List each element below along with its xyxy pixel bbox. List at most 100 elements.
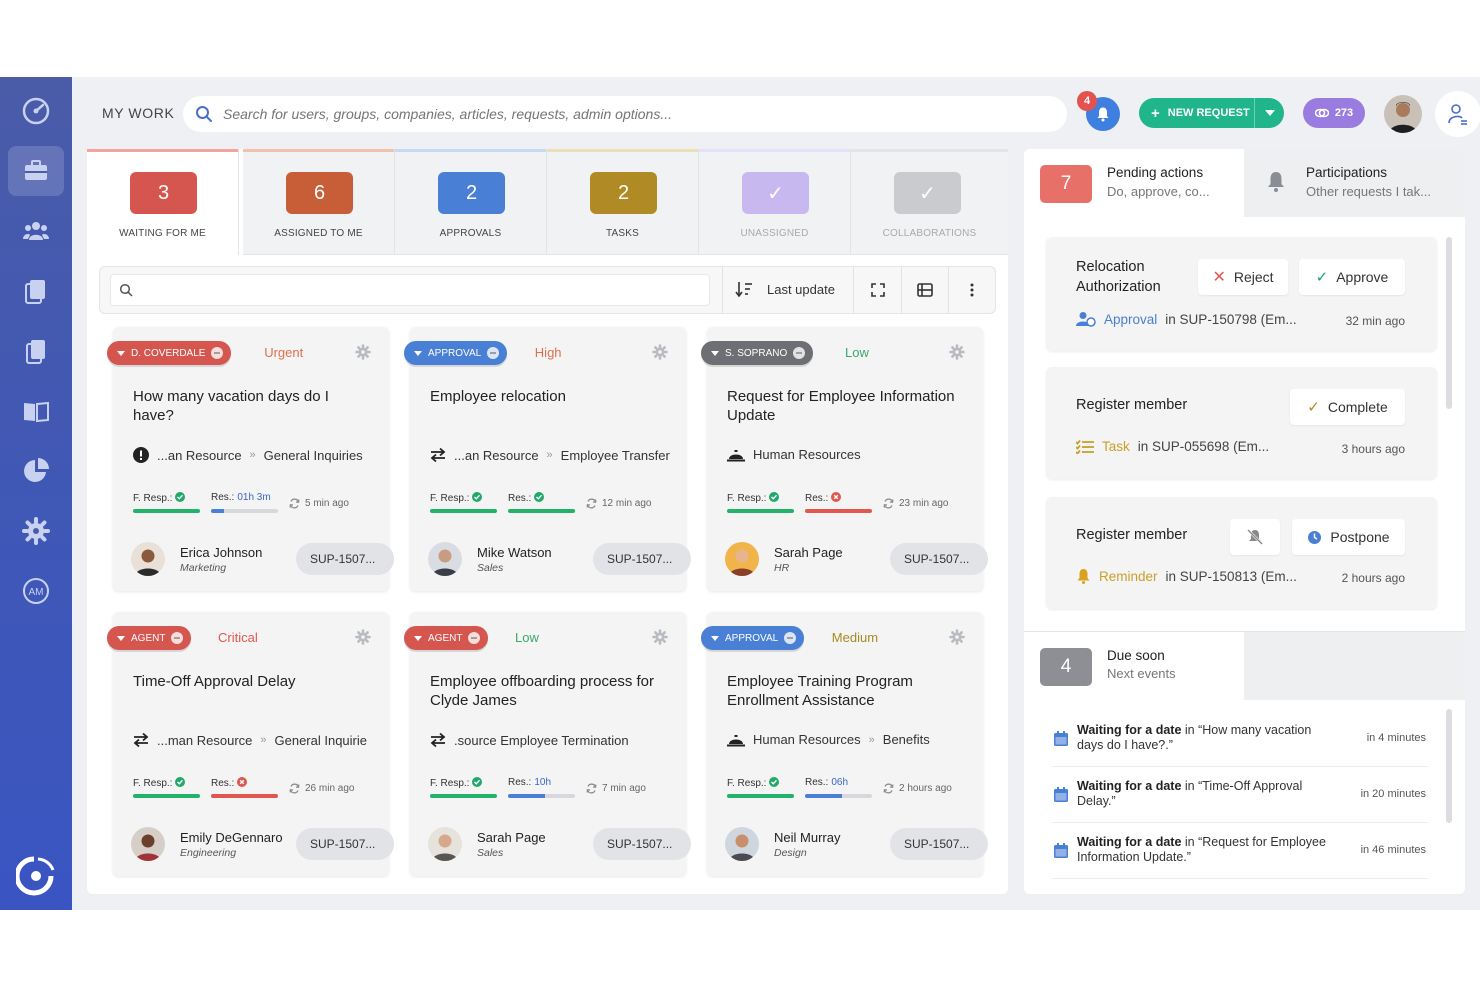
user-profile-button[interactable]: [1435, 91, 1480, 137]
postpone-button[interactable]: Postpone: [1292, 519, 1405, 555]
requester-avatar[interactable]: [428, 542, 462, 576]
approve-button[interactable]: ✓ Approve: [1299, 259, 1405, 295]
notifications-button[interactable]: [1086, 97, 1120, 131]
remove-tag-icon[interactable]: [487, 347, 500, 359]
sidebar-item-copies[interactable]: [8, 326, 64, 376]
requester-avatar[interactable]: [725, 827, 759, 861]
remove-tag-icon[interactable]: [793, 347, 806, 359]
sidebar-item-my-work[interactable]: [8, 146, 64, 196]
resolution-sla: Res.: 06h: [805, 777, 848, 788]
assignee-tag[interactable]: S. SOPRANO: [701, 341, 814, 365]
action-kind[interactable]: Reminder: [1099, 568, 1158, 584]
new-request-button[interactable]: + NEW REQUEST: [1139, 98, 1284, 128]
card-settings-button[interactable]: [355, 629, 371, 650]
request-title[interactable]: Time-Off Approval Delay: [133, 673, 296, 690]
request-card[interactable]: AGENT Critical Time-Off Approval Delay .…: [107, 612, 394, 876]
actions-scrollbar[interactable]: [1446, 237, 1452, 409]
request-title[interactable]: How many vacation days do I have?: [133, 388, 329, 424]
request-category-path: ...an Resource » General Inquiries: [133, 447, 383, 463]
assignee-tag[interactable]: AGENT: [107, 626, 192, 650]
request-title[interactable]: Employee relocation: [430, 388, 566, 405]
request-card[interactable]: D. COVERDALE Urgent How many vacation da…: [107, 327, 394, 591]
request-title[interactable]: Request for Employee Information Update: [727, 388, 955, 424]
requester-avatar[interactable]: [131, 827, 165, 861]
tab-pending-actions[interactable]: 7 Pending actions Do, approve, co...: [1024, 149, 1244, 217]
sidebar-item-settings[interactable]: [8, 506, 64, 556]
tab-collaborations[interactable]: ✓ COLLABORATIONS: [851, 149, 1008, 255]
tab-label: TASKS: [605, 228, 640, 239]
action-kind[interactable]: Approval: [1104, 311, 1158, 327]
tab-approvals[interactable]: 2 APPROVALS: [395, 149, 547, 255]
assignee-tag[interactable]: APPROVAL: [404, 341, 508, 365]
fullscreen-icon: [871, 283, 885, 297]
requester-avatar[interactable]: [428, 827, 462, 861]
assignee-tag[interactable]: D. COVERDALE: [107, 341, 232, 365]
due-list-item[interactable]: Waiting for a date in “Request for Emplo…: [1052, 829, 1428, 879]
card-settings-button[interactable]: [652, 344, 668, 365]
request-category-path: ...an Resource » Employee Transfer: [430, 447, 680, 463]
requester-avatar[interactable]: [131, 542, 165, 576]
remove-tag-icon[interactable]: [468, 632, 481, 644]
remove-tag-icon[interactable]: [211, 347, 224, 359]
request-title[interactable]: Employee offboarding process for Clyde J…: [430, 673, 655, 709]
global-search[interactable]: [183, 96, 1067, 132]
assignee-tag[interactable]: APPROVAL: [701, 626, 805, 650]
tab-waiting-for-me[interactable]: 3 WAITING FOR ME: [87, 149, 239, 255]
remove-tag-icon[interactable]: [784, 632, 797, 644]
assignee-tag[interactable]: AGENT: [404, 626, 489, 650]
ticket-id-chip[interactable]: SUP-1507...: [296, 828, 394, 860]
request-title[interactable]: Employee Training Program Enrollment Ass…: [727, 673, 913, 709]
category-secondary: Benefits: [882, 732, 930, 747]
ticket-id-chip[interactable]: SUP-1507...: [593, 543, 691, 575]
category-primary: ...an Resource: [157, 447, 242, 463]
card-settings-button[interactable]: [949, 629, 965, 650]
due-list-item[interactable]: Waiting for a date in “Time-Off Approval…: [1052, 773, 1428, 823]
request-card[interactable]: S. SOPRANO Low Request for Employee Info…: [701, 327, 988, 591]
action-kind[interactable]: Task: [1102, 439, 1130, 454]
request-card[interactable]: APPROVAL High Employee relocation ...an …: [404, 327, 691, 591]
search-input[interactable]: [223, 106, 1043, 122]
ticket-id-chip[interactable]: SUP-1507...: [296, 543, 394, 575]
request-card[interactable]: AGENT Low Employee offboarding process f…: [404, 612, 691, 876]
sidebar-item-reports[interactable]: [8, 446, 64, 496]
sidebar-item-dashboard[interactable]: [8, 86, 64, 136]
postpone-label: Postpone: [1330, 529, 1390, 545]
tab-due-soon[interactable]: 4 Due soon Next events: [1024, 632, 1244, 700]
request-card[interactable]: APPROVAL Medium Employee Training Progra…: [701, 612, 988, 876]
requester-avatar[interactable]: [725, 542, 759, 576]
sort-button[interactable]: Last update: [735, 281, 835, 297]
due-list-item[interactable]: Waiting for a date in “How many vacation…: [1052, 717, 1428, 767]
sidebar-item-asset-manager[interactable]: AM: [8, 566, 64, 616]
due-scrollbar[interactable]: [1446, 709, 1452, 823]
updated-ago: 7 min ago: [602, 783, 646, 794]
due-text: Waiting for a date in “Time-Off Approval…: [1077, 779, 1337, 809]
sidebar-item-users[interactable]: [8, 206, 64, 256]
filter-search[interactable]: [110, 274, 710, 306]
toolbar-divider: [901, 267, 902, 313]
mute-button[interactable]: [1230, 519, 1280, 555]
remove-tag-icon[interactable]: [171, 632, 184, 644]
fullscreen-button[interactable]: [866, 279, 890, 301]
ticket-id-chip[interactable]: SUP-1507...: [593, 828, 691, 860]
sidebar-item-knowledge[interactable]: [8, 386, 64, 436]
card-settings-button[interactable]: [652, 629, 668, 650]
ticket-id-chip[interactable]: SUP-1507...: [890, 828, 988, 860]
updated-ago: 12 min ago: [602, 498, 652, 509]
new-request-dropdown-toggle[interactable]: [1254, 98, 1284, 128]
action-title: Register member: [1076, 397, 1188, 413]
complete-button[interactable]: ✓ Complete: [1290, 389, 1405, 425]
coins-badge[interactable]: 273: [1303, 98, 1365, 128]
tab-assigned-to-me[interactable]: 6 ASSIGNED TO ME: [243, 149, 395, 255]
sidebar-item-documents[interactable]: [8, 266, 64, 316]
tab-participations[interactable]: Participations Other requests I tak...: [1244, 149, 1465, 217]
reject-button[interactable]: ✕ Reject: [1198, 259, 1288, 295]
card-settings-button[interactable]: [949, 344, 965, 365]
last-updated: 26 min ago: [289, 783, 354, 794]
tab-tasks[interactable]: 2 TASKS: [547, 149, 699, 255]
more-options-button[interactable]: [960, 279, 984, 301]
user-avatar[interactable]: [1384, 95, 1422, 133]
ticket-id-chip[interactable]: SUP-1507...: [890, 543, 988, 575]
card-settings-button[interactable]: [355, 344, 371, 365]
layout-toggle-button[interactable]: [913, 279, 937, 301]
tab-unassigned[interactable]: ✓ UNASSIGNED: [699, 149, 851, 255]
